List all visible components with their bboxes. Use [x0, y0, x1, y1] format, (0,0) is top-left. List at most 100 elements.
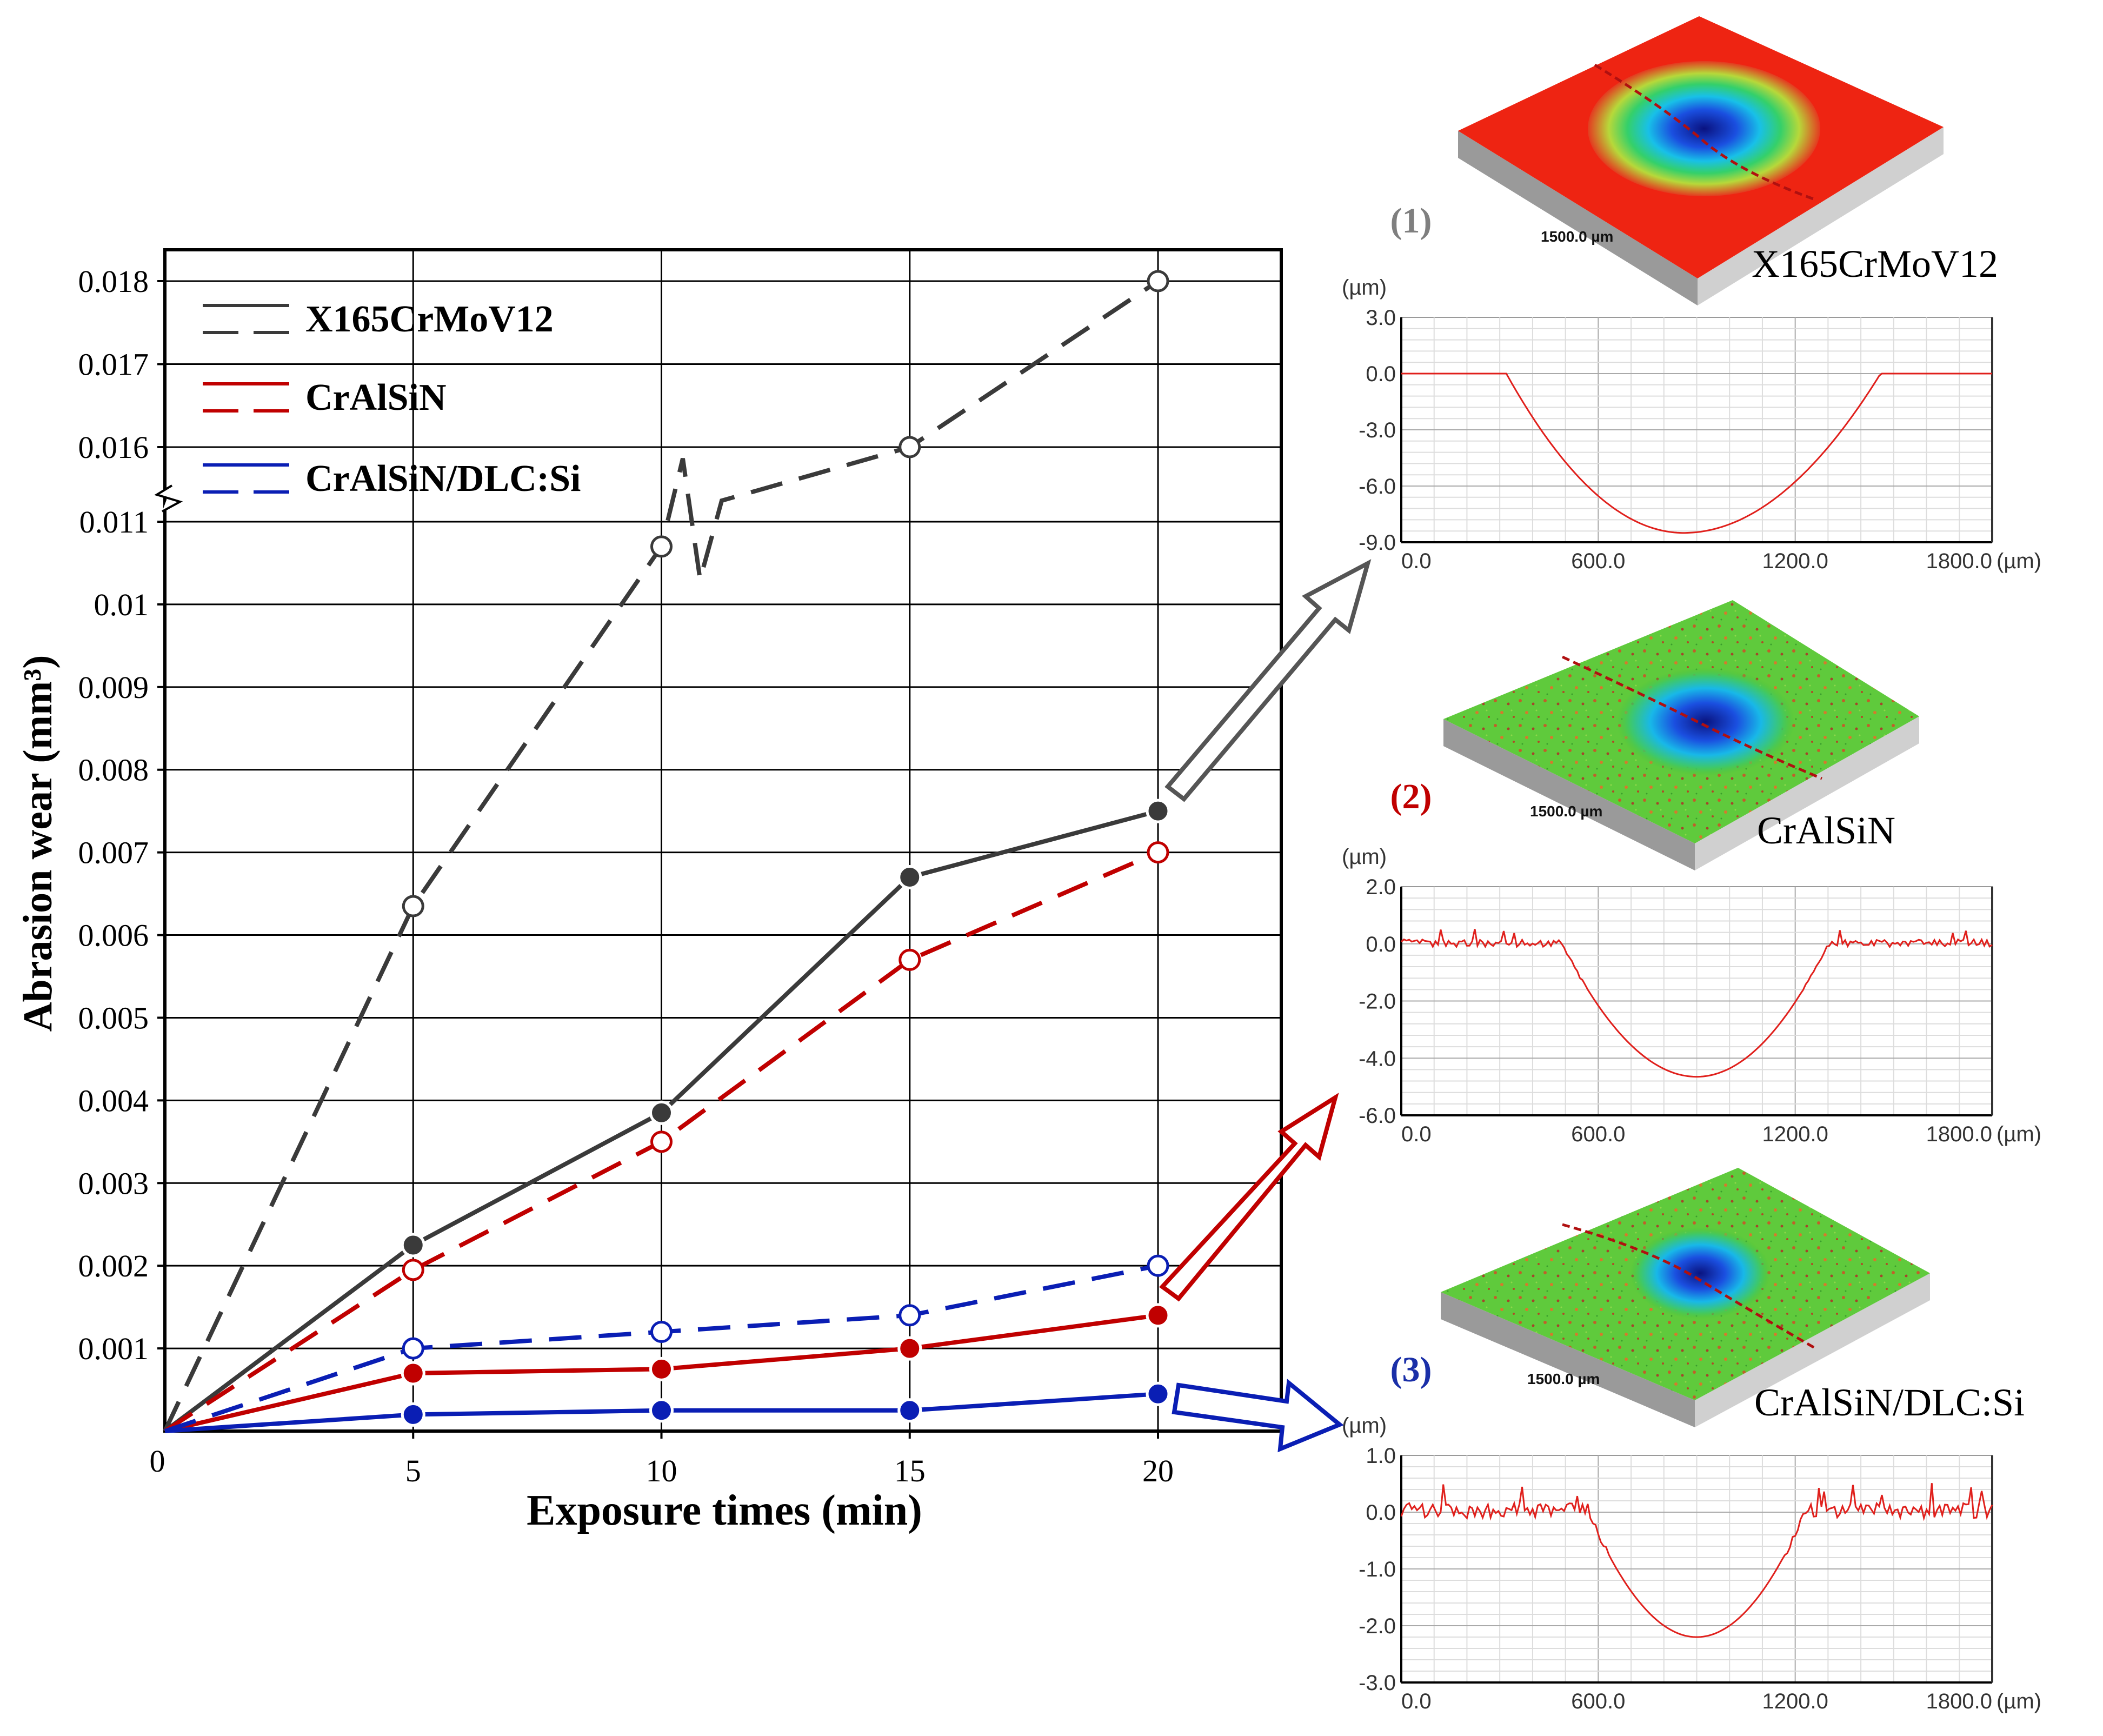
arrow-to-profile-1	[1164, 559, 1372, 802]
profile-y-tick-label: -4.0	[1359, 1047, 1396, 1070]
panel-number: (2)	[1390, 777, 1432, 816]
profile-y-tick-label: -9.0	[1359, 531, 1396, 555]
y-tick-label: 0.009	[78, 670, 149, 705]
data-point	[899, 1304, 921, 1327]
data-point	[650, 535, 673, 558]
y-tick-label: 0.007	[78, 835, 149, 870]
x-tick-label: 5	[405, 1453, 421, 1488]
image-scale-label: 1500.0 µm	[1527, 1371, 1600, 1387]
profile-x-tick-label: 1800.0	[1926, 549, 1992, 573]
data-point	[899, 436, 921, 458]
profile-y-tick-label: -6.0	[1359, 1104, 1396, 1128]
arrow-to-profile-3	[1172, 1379, 1344, 1453]
profile-y-tick-label: 3.0	[1366, 306, 1396, 330]
legend-label: X165CrMoV12	[305, 298, 554, 340]
profile-trace-line	[1562, 1223, 1818, 1351]
data-point	[402, 1259, 424, 1281]
profile-y-tick-label: -6.0	[1359, 475, 1396, 498]
profile-y-tick-label: -3.0	[1359, 1671, 1396, 1695]
y-tick-label: 0.002	[78, 1248, 149, 1283]
image-scale-label: 1500.0 µm	[1541, 228, 1613, 245]
profile-x-tick-label: 0.0	[1401, 549, 1432, 573]
data-point	[650, 1130, 673, 1153]
profile-x-tick-label: 1800.0	[1926, 1122, 1992, 1146]
profile-x-tick-label: 1200.0	[1762, 1122, 1828, 1146]
tile-side-right	[1698, 127, 1944, 305]
panel-title: CrAlSiN/DLC:Si	[1754, 1381, 2025, 1424]
profile-curve	[1401, 929, 1993, 1078]
data-point	[899, 948, 921, 971]
data-point	[401, 1361, 425, 1386]
wear-crater	[1616, 668, 1795, 776]
data-point	[649, 1356, 674, 1381]
profile-x-tick-label: 600.0	[1571, 1122, 1625, 1146]
profile-x-tick-label: 600.0	[1571, 549, 1625, 573]
data-point	[1146, 799, 1170, 823]
profile-x-tick-label: 600.0	[1571, 1690, 1625, 1713]
y-tick-label: 0.006	[78, 918, 149, 953]
tile-side-right	[1695, 716, 1919, 870]
profile-x-tick-label: 1200.0	[1762, 549, 1828, 573]
y-tick-label: 0.017	[78, 347, 149, 382]
profile-y-unit: (µm)	[1342, 845, 1387, 869]
y-tick-label: 0.008	[78, 753, 149, 788]
profile-x-unit: (µm)	[1996, 549, 2041, 573]
y-tick-label: 0.018	[78, 264, 149, 299]
profile-panel-2: 1500.0 µm(2)CrAlSiN2.00.0-2.0-4.0-6.00.0…	[1342, 600, 2041, 1146]
data-point	[897, 1398, 922, 1423]
profile-panel-3: 1500.0 µm (3) CrAlSiN/DLC:Si 1.0 0.0 -1.0 -2.0…	[1342, 1168, 2041, 1713]
wear-crater	[1588, 61, 1820, 196]
series-line-X165CrMoV12-dashed	[163, 279, 1160, 1432]
main-chart: 0.001 0.002 0.003 0.004 0.005 0.006 0.007 0.008…	[15, 248, 1372, 1534]
data-point	[1146, 1303, 1170, 1328]
y-tick-label: 0.01	[94, 587, 149, 622]
profile-y-tick-label: 0.0	[1366, 933, 1396, 956]
profile-y-tick-label: -3.0	[1359, 418, 1396, 442]
y-tick-label: 0.005	[78, 1000, 149, 1035]
tile-side-left	[1441, 1292, 1695, 1427]
data-point	[401, 1233, 425, 1258]
profile-y-unit: (µm)	[1342, 1414, 1387, 1438]
data-point	[649, 1398, 674, 1423]
x-tick-label: 15	[894, 1453, 926, 1488]
plot-frame	[163, 248, 1283, 1433]
data-point	[402, 895, 424, 917]
y-tick-label: 0.004	[78, 1083, 149, 1118]
data-point	[897, 1336, 922, 1361]
profile-y-tick-label: 2.0	[1366, 875, 1396, 899]
panel-number: (3)	[1390, 1350, 1432, 1389]
data-point	[1147, 270, 1169, 292]
y-tick-label: 0.001	[78, 1331, 149, 1366]
profile-y-tick-label: 1.0	[1366, 1444, 1396, 1468]
y-tick-label: 0.011	[79, 504, 149, 540]
x-tick-label: 20	[1142, 1453, 1174, 1488]
panel-title: CrAlSiN	[1757, 809, 1895, 852]
data-point	[649, 1100, 674, 1125]
panel-title: X165CrMoV12	[1752, 242, 1998, 285]
tile-side-right	[1695, 1273, 1930, 1427]
y-axis-title: Abrasion wear (mm³)	[15, 655, 61, 1032]
profile-trace-line	[1594, 63, 1817, 202]
data-point	[1147, 1254, 1169, 1277]
legend-label: CrAlSiN	[305, 377, 447, 418]
panel-number: (1)	[1390, 201, 1432, 241]
profile-curve	[1400, 1483, 1993, 1638]
data-point	[402, 1337, 424, 1360]
tile-side-left	[1458, 131, 1698, 305]
profile-y-tick-label: 0.0	[1366, 1501, 1396, 1525]
profile-x-tick-label: 1800.0	[1926, 1690, 1992, 1713]
y-tick-label: 0.016	[78, 430, 149, 465]
x-tick-label: 10	[646, 1453, 677, 1488]
profile-curve	[1401, 373, 1992, 534]
profile-x-unit: (µm)	[1996, 1122, 2041, 1146]
x-axis-title: Exposure times (min)	[527, 1487, 922, 1534]
profile-x-tick-label: 0.0	[1401, 1122, 1432, 1146]
wear-crater	[1630, 1227, 1771, 1319]
profile-x-tick-label: 0.0	[1401, 1690, 1432, 1713]
profile-y-unit: (µm)	[1342, 276, 1387, 300]
profile-trace-line	[1561, 655, 1822, 780]
data-point	[1146, 1381, 1170, 1406]
profile-panel-1: 1500.0 µm (1) X165CrMoV12 3.0 0.0 -3.0 -6.0 -9.…	[1342, 16, 2041, 573]
tile-side-left	[1443, 719, 1695, 870]
data-point	[1147, 841, 1169, 864]
